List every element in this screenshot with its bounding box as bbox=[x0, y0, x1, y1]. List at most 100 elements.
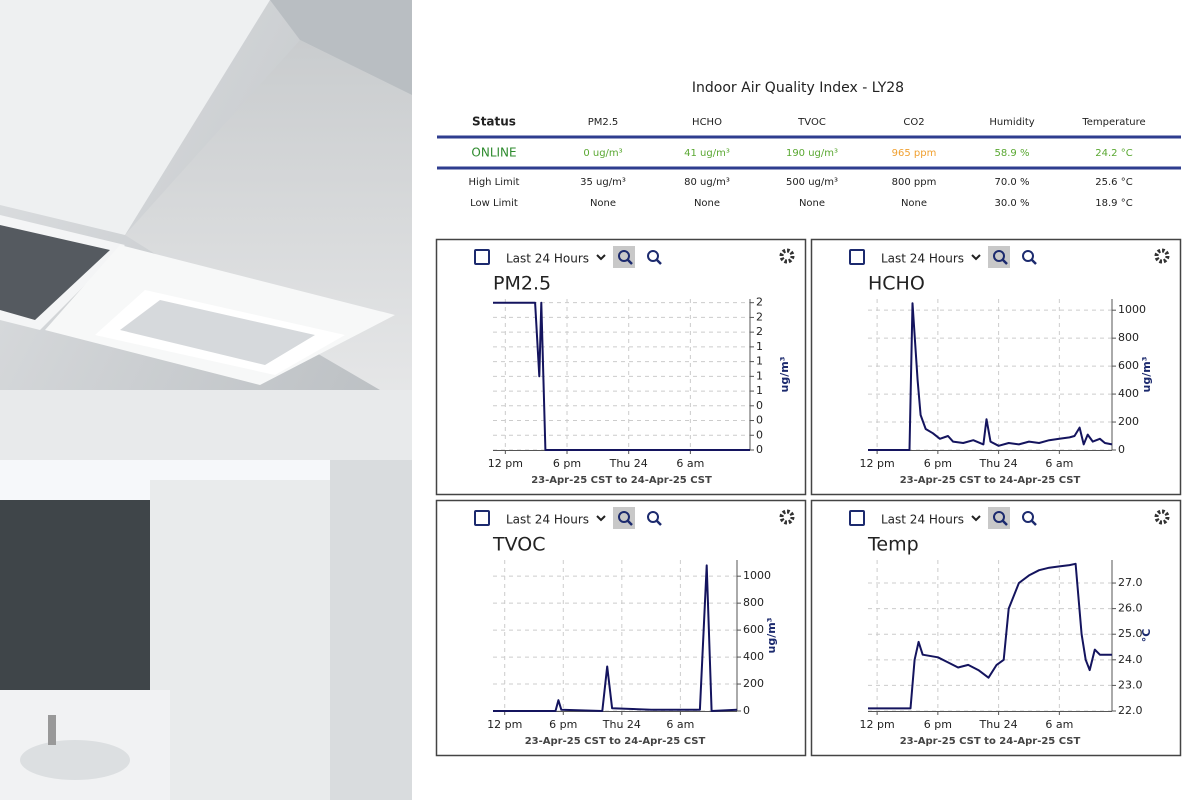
zoom-icon-handle bbox=[656, 520, 662, 526]
y-tick-label: 1000 bbox=[743, 569, 771, 582]
chart-title: PM2.5 bbox=[493, 273, 551, 295]
zoom-icon-handle bbox=[1002, 520, 1008, 526]
limit-value: None bbox=[590, 198, 616, 209]
y-tick-label: 400 bbox=[1118, 387, 1139, 400]
range-select-label: Last 24 Hours bbox=[881, 513, 964, 527]
x-tick-label: 6 pm bbox=[549, 718, 577, 731]
x-tick-label: 6 am bbox=[1045, 718, 1073, 731]
x-tick-label: 6 am bbox=[666, 718, 694, 731]
column-header: HCHO bbox=[692, 117, 722, 128]
x-tick-label: 6 pm bbox=[924, 457, 952, 470]
y-axis-label: ug/m³ bbox=[778, 356, 791, 392]
zoom-active[interactable] bbox=[988, 246, 1010, 268]
limit-value: None bbox=[694, 198, 720, 209]
limit-value: 18.9 °C bbox=[1095, 198, 1132, 209]
zoom-active[interactable] bbox=[613, 507, 635, 529]
save-button[interactable] bbox=[474, 510, 490, 526]
range-select-label: Last 24 Hours bbox=[881, 252, 964, 266]
data-line bbox=[868, 302, 1113, 451]
y-tick-label: 1 bbox=[756, 340, 763, 353]
zoom-icon[interactable] bbox=[618, 511, 630, 523]
x-tick-label: Thu 24 bbox=[979, 457, 1018, 470]
y-axis-label: ug/m³ bbox=[765, 617, 778, 653]
status-value: 190 ug/m³ bbox=[786, 148, 838, 159]
y-tick-label: 800 bbox=[1118, 331, 1139, 344]
y-tick-label: 800 bbox=[743, 596, 764, 609]
zoom-icon-handle bbox=[656, 259, 662, 265]
y-axis-label: °C bbox=[1140, 629, 1153, 643]
zoom-icon[interactable] bbox=[993, 511, 1005, 523]
limit-value: None bbox=[799, 198, 825, 209]
status-value: ONLINE bbox=[471, 146, 516, 160]
limit-value: 80 ug/m³ bbox=[684, 177, 730, 188]
y-tick-label: 26.0 bbox=[1118, 602, 1143, 615]
y-tick-label: 2 bbox=[756, 310, 763, 323]
chart-panel: Last 24 Hours TVOC 0 200 400 600 800 1000 12 pm 6… bbox=[435, 499, 807, 757]
y-tick-label: 24.0 bbox=[1118, 653, 1143, 666]
zoom-icon[interactable] bbox=[647, 250, 659, 262]
zoom-icon-handle bbox=[627, 259, 633, 265]
y-tick-label: 0 bbox=[756, 399, 763, 412]
status-value: 24.2 °C bbox=[1095, 148, 1132, 159]
x-tick-label: 6 am bbox=[1045, 457, 1073, 470]
column-header: CO2 bbox=[903, 117, 924, 128]
range-select[interactable] bbox=[498, 509, 610, 529]
x-tick-label: Thu 24 bbox=[602, 718, 641, 731]
y-axis-label: ug/m³ bbox=[1140, 356, 1153, 392]
zoom-icon[interactable] bbox=[993, 250, 1005, 262]
zoom-icon-handle bbox=[1002, 259, 1008, 265]
status-value: 965 ppm bbox=[892, 148, 937, 159]
limit-value: 70.0 % bbox=[995, 177, 1030, 188]
y-tick-label: 200 bbox=[1118, 415, 1139, 428]
settings-icon[interactable] bbox=[779, 248, 795, 264]
zoom-icon[interactable] bbox=[618, 250, 630, 262]
range-select[interactable] bbox=[873, 509, 985, 529]
panel-frame bbox=[810, 499, 1182, 757]
x-tick-label: 6 pm bbox=[924, 718, 952, 731]
zoom-icon[interactable] bbox=[1022, 250, 1034, 262]
range-select-label: Last 24 Hours bbox=[506, 513, 589, 527]
chart-title: TVOC bbox=[492, 534, 546, 556]
zoom-active[interactable] bbox=[613, 246, 635, 268]
save-button[interactable] bbox=[849, 510, 865, 526]
range-select-label: Last 24 Hours bbox=[506, 252, 589, 266]
zoom-icon[interactable] bbox=[1022, 511, 1034, 523]
chart-title: HCHO bbox=[868, 273, 925, 295]
range-select[interactable] bbox=[498, 248, 610, 268]
column-header: TVOC bbox=[797, 117, 826, 128]
photo bbox=[0, 0, 412, 800]
column-header: Status bbox=[472, 115, 516, 129]
limit-value: High Limit bbox=[469, 177, 520, 188]
x-tick-label: 12 pm bbox=[488, 457, 523, 470]
y-tick-label: 2 bbox=[756, 296, 763, 309]
x-tick-label: 12 pm bbox=[860, 718, 895, 731]
save-button[interactable] bbox=[849, 249, 865, 265]
select-chevron bbox=[596, 515, 606, 522]
y-tick-label: 400 bbox=[743, 650, 764, 663]
zoom-active[interactable] bbox=[988, 507, 1010, 529]
column-header: Temperature bbox=[1081, 117, 1145, 128]
y-tick-label: 600 bbox=[1118, 359, 1139, 372]
chart-panel: Last 24 Hours HCHO 0 200 400 600 800 1000 12 pm 6… bbox=[810, 238, 1182, 496]
limit-value: None bbox=[901, 198, 927, 209]
x-tick-label: 6 pm bbox=[553, 457, 581, 470]
settings-icon[interactable] bbox=[1154, 248, 1170, 264]
zoom-icon-handle bbox=[1031, 520, 1037, 526]
y-tick-label: 0 bbox=[1118, 443, 1125, 456]
settings-icon[interactable] bbox=[1154, 509, 1170, 525]
zoom-icon[interactable] bbox=[647, 511, 659, 523]
status-table: Status PM2.5 HCHO TVOC CO2 Humidity Temperatur… bbox=[437, 115, 1181, 209]
y-tick-label: 22.0 bbox=[1118, 704, 1143, 717]
range-select[interactable] bbox=[873, 248, 985, 268]
settings-icon[interactable] bbox=[779, 509, 795, 525]
select-chevron bbox=[971, 515, 981, 522]
status-value: 0 ug/m³ bbox=[583, 148, 622, 159]
limit-value: 25.6 °C bbox=[1095, 177, 1132, 188]
y-tick-label: 1 bbox=[756, 369, 763, 382]
page-title: Indoor Air Quality Index - LY28 bbox=[692, 80, 904, 96]
y-tick-label: 0 bbox=[743, 704, 750, 717]
chart-panel: Last 24 Hours Temp 22.0 23.0 24.0 25.0 26.0 27.… bbox=[810, 499, 1182, 757]
limit-value: 35 ug/m³ bbox=[580, 177, 626, 188]
save-button[interactable] bbox=[474, 249, 490, 265]
